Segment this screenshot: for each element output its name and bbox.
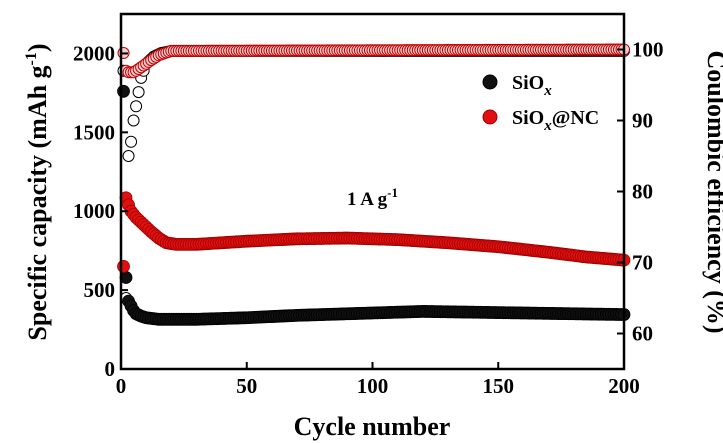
y-left-tick-label: 0 <box>105 357 116 381</box>
efficiency-point-siox <box>132 86 145 99</box>
capacity-point-siox-nc <box>117 260 130 273</box>
legend: SiOx SiOx@NC <box>482 72 599 134</box>
efficiency-point-siox <box>130 100 143 113</box>
efficiency-point-siox <box>127 114 140 127</box>
efficiency-point-siox <box>122 150 135 162</box>
x-tick-label: 200 <box>608 374 640 398</box>
legend-marker-siox <box>482 74 498 90</box>
x-axis-label: Cycle number <box>294 412 451 441</box>
efficiency-point-siox <box>125 135 138 148</box>
y-right-tick-label: 80 <box>632 180 653 204</box>
legend-label-siox: SiOx <box>512 72 552 99</box>
x-tick-label: 0 <box>116 374 127 398</box>
y-left-label-close: ) <box>23 43 52 52</box>
x-tick-label: 50 <box>236 374 257 398</box>
y-right-tick-label: 60 <box>632 322 653 346</box>
y-left-tick-label: 1500 <box>73 120 115 144</box>
y-axis-label-left: Specific capacity (mAh g-1) <box>23 43 52 340</box>
y-left-label-sup: -1 <box>23 52 40 65</box>
y-left-tick-label: 2000 <box>73 41 115 65</box>
annotation-sup: -1 <box>387 185 398 200</box>
y-axis-label-right: Coulombic efficiency (%) <box>702 50 723 333</box>
legend-marker-siox-nc <box>482 109 498 125</box>
y-right-tick-label: 90 <box>632 109 653 133</box>
x-tick-label: 100 <box>357 374 389 398</box>
current-density-annotation: 1 A g-1 <box>347 185 398 210</box>
y-left-label-main: Specific capacity (mAh g <box>23 65 52 340</box>
capacity-point-siox <box>117 84 130 98</box>
data-points-layer <box>117 43 631 326</box>
y-right-tick-label: 100 <box>632 38 664 62</box>
annotation-main: 1 A g <box>347 189 388 210</box>
y-left-tick-label: 1000 <box>73 199 115 223</box>
x-tick-label: 150 <box>483 374 515 398</box>
legend-label-siox-nc: SiOx@NC <box>512 107 599 134</box>
y-left-tick-label: 500 <box>84 278 116 302</box>
y-right-tick-label: 70 <box>632 251 653 275</box>
